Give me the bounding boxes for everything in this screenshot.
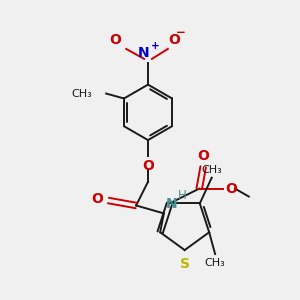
Text: +: + (151, 41, 159, 51)
Text: O: O (168, 33, 180, 47)
Text: O: O (197, 149, 209, 163)
Text: N: N (138, 46, 150, 60)
Text: CH₃: CH₃ (201, 165, 222, 175)
Text: N: N (166, 197, 178, 212)
Text: H: H (178, 188, 187, 202)
Text: O: O (225, 182, 237, 196)
Text: S: S (180, 257, 190, 271)
Text: CH₃: CH₃ (205, 258, 226, 268)
Text: O: O (110, 33, 121, 47)
Text: −: − (176, 26, 186, 39)
Text: CH₃: CH₃ (71, 88, 92, 98)
Text: O: O (142, 159, 154, 173)
Text: O: O (92, 191, 104, 206)
